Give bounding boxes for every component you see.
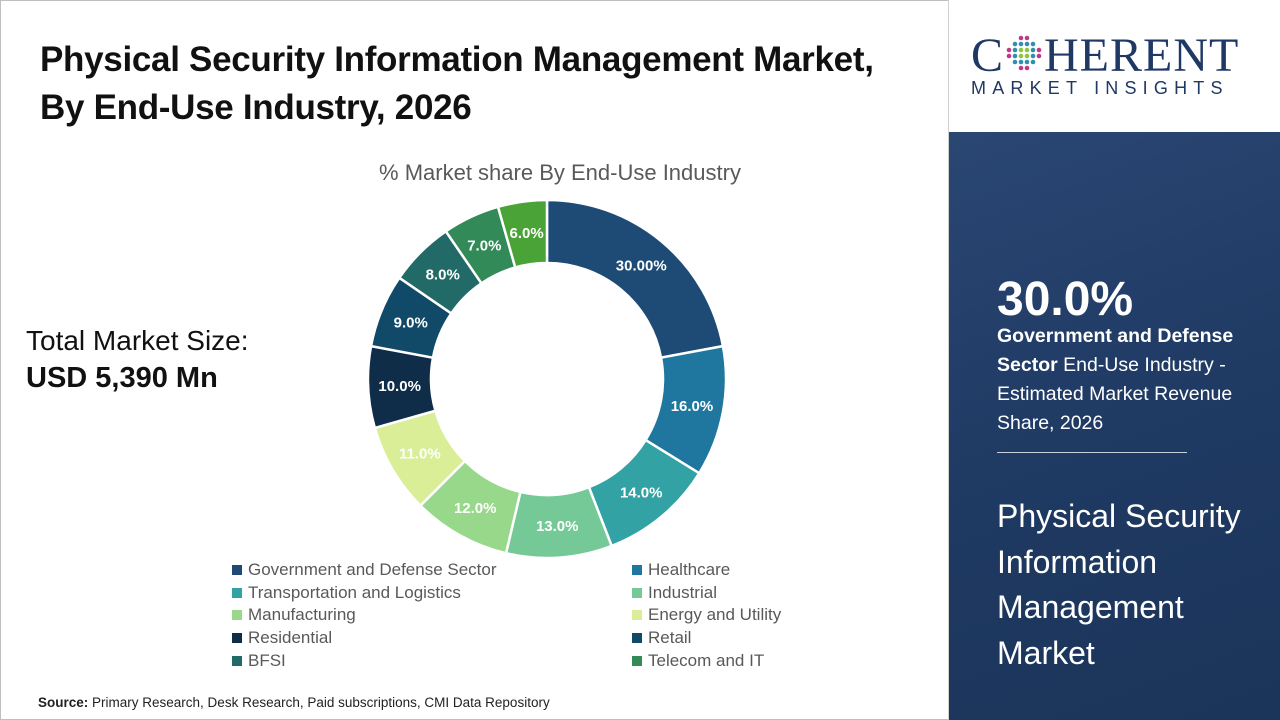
page-title: Physical Security Information Management…: [40, 40, 874, 127]
source-text: Primary Research, Desk Research, Paid su…: [92, 695, 550, 710]
legend-swatch: [632, 610, 642, 621]
legend-swatch: [632, 633, 642, 644]
legend-label: Healthcare: [648, 560, 731, 580]
legend-label: Manufacturing: [248, 605, 356, 625]
logo-wordmark: C HERENT: [971, 29, 1240, 82]
legend-label: Transportation and Logistics: [248, 582, 461, 602]
legend-label: Energy and Utility: [648, 605, 782, 625]
source-label: Source:: [38, 695, 89, 710]
legend-swatch: [232, 610, 242, 621]
legend-label: BFSI: [248, 650, 286, 670]
data-label: 14.0%: [620, 484, 663, 501]
right-panel: C HERENT MARKET INSIGHTS 30.0% Government…: [948, 0, 1280, 720]
divider: [997, 452, 1187, 453]
total-market-size-value: USD 5,390 Mn: [26, 362, 218, 394]
legend-label: Government and Defense Sector: [248, 560, 497, 580]
donut-slice-government-and-defense-sector: [545, 198, 725, 360]
chart-legend: Government and Defense Sector Healthcare T…: [232, 559, 832, 672]
legend-swatch: [232, 565, 242, 576]
data-label: 7.0%: [467, 237, 501, 254]
legend-item: Healthcare: [632, 559, 832, 582]
legend-swatch: [232, 587, 242, 598]
legend-item: Industrial: [632, 582, 832, 605]
globe-icon: [1006, 35, 1042, 71]
highlight-description: Government and Defense Sector End-Use In…: [997, 322, 1267, 438]
legend-label: Retail: [648, 628, 692, 648]
donut-chart: 30.00% 16.0% 14.0% 13.0% 12.0% 11.0% 10.0% 9.0%…: [366, 198, 728, 560]
data-label: 13.0%: [536, 518, 579, 535]
legend-item: Retail: [632, 627, 832, 650]
legend-swatch: [232, 655, 242, 666]
data-label: 9.0%: [394, 315, 428, 332]
data-label: 6.0%: [510, 225, 544, 242]
legend-item: Energy and Utility: [632, 604, 832, 627]
data-label: 16.0%: [671, 398, 714, 415]
legend-item: Residential: [232, 627, 632, 650]
data-label: 11.0%: [399, 446, 441, 463]
legend-swatch: [232, 633, 242, 644]
legend-label: Telecom and IT: [648, 650, 765, 670]
data-label: 8.0%: [426, 267, 460, 284]
legend-item: Transportation and Logistics: [232, 582, 632, 605]
company-logo: C HERENT MARKET INSIGHTS: [949, 0, 1280, 132]
data-label: 12.0%: [454, 500, 497, 517]
highlight-segment: Government and Defense Sector: [997, 325, 1234, 376]
legend-item: Telecom and IT: [632, 649, 832, 672]
legend-item: Manufacturing: [232, 604, 632, 627]
legend-item: BFSI: [232, 649, 632, 672]
highlight-panel: 30.0% Government and Defense Sector End-…: [949, 132, 1280, 720]
legend-label: Residential: [248, 628, 333, 648]
data-label: 10.0%: [378, 378, 421, 395]
highlight-percentage: 30.0%: [997, 273, 1134, 326]
chart-title: % Market share By End-Use Industry: [379, 160, 741, 185]
source-note: Source: Primary Research, Desk Research,…: [38, 695, 550, 710]
legend-swatch: [632, 565, 642, 576]
market-name: Physical Security Information Management…: [997, 498, 1241, 671]
total-market-size-label: Total Market Size:: [26, 325, 249, 356]
legend-swatch: [632, 655, 642, 666]
logo-tagline: MARKET INSIGHTS: [971, 78, 1229, 98]
data-label: 30.00%: [616, 258, 667, 275]
legend-item: Government and Defense Sector: [232, 559, 632, 582]
legend-label: Industrial: [648, 582, 717, 602]
legend-swatch: [632, 587, 642, 598]
highlight-description-text: End-Use Industry - Estimated Market Reve…: [997, 354, 1233, 434]
donut-slice-unlabeled: [496, 198, 549, 269]
